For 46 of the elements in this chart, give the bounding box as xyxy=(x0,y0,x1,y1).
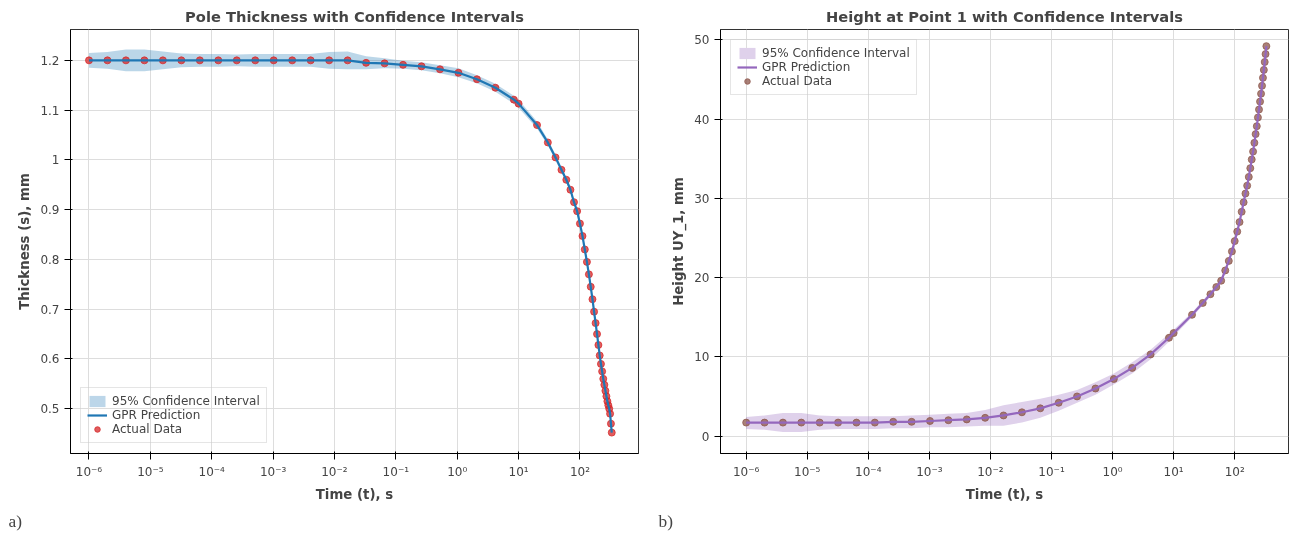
x-tick-label: 10⁻⁵ xyxy=(794,464,821,479)
y-tick-label: 0.6 xyxy=(40,352,60,367)
x-tick-label: 10⁻¹ xyxy=(1038,464,1065,479)
y-tick-label: 30 xyxy=(694,191,710,206)
x-tick-label: 10⁰ xyxy=(447,464,468,479)
y-tick-label: 0.9 xyxy=(40,203,60,218)
x-tick-label: 10⁻⁶ xyxy=(732,464,760,479)
text: b) xyxy=(658,511,674,531)
legend-label: GPR Prediction xyxy=(112,408,201,422)
chart-title: Pole Thickness with Confidence Intervals xyxy=(185,7,525,25)
x-tick-label: 10⁻⁵ xyxy=(137,464,164,479)
x-axis-title: Time (t), s xyxy=(315,486,394,502)
text: a) xyxy=(8,511,23,531)
x-tick-label: 10⁰ xyxy=(1102,464,1123,479)
y-tick-label: 1.2 xyxy=(40,53,60,68)
y-tick-label: 0.5 xyxy=(40,402,60,417)
chart-title: Height at Point 1 with Confidence Intervals xyxy=(825,7,1184,25)
legend-label: GPR Prediction xyxy=(762,60,851,74)
y-tick-label: 40 xyxy=(694,112,710,127)
y-tick-label: 0 xyxy=(701,429,710,444)
legend-label: 95% Confidence Interval xyxy=(112,394,260,408)
legend-label: 95% Confidence Interval xyxy=(762,46,910,60)
y-tick-label: 50 xyxy=(694,33,710,48)
x-tick-label: 10² xyxy=(1224,464,1245,479)
y-tick-label: 1 xyxy=(51,153,60,168)
y-tick-label: 20 xyxy=(694,271,710,286)
legend-label: Actual Data xyxy=(112,422,183,436)
x-tick-label: 10⁻² xyxy=(321,464,348,479)
y-tick-label: 10 xyxy=(694,350,710,365)
x-axis-title: Time (t), s xyxy=(965,486,1044,502)
y-tick-label: 1.1 xyxy=(40,103,60,118)
x-tick-label: 10⁻⁶ xyxy=(75,464,103,479)
x-tick-label: 10¹ xyxy=(1163,464,1184,479)
x-tick-label: 10⁻³ xyxy=(259,464,287,479)
y-tick-label: 0.8 xyxy=(40,252,60,267)
x-tick-label: 10⁻⁴ xyxy=(855,464,882,479)
x-tick-label: 10⁻¹ xyxy=(382,464,410,479)
x-tick-label: 10⁻³ xyxy=(916,464,943,479)
x-tick-label: 10⁻² xyxy=(977,464,1004,479)
y-axis-title: Thickness (s), mm xyxy=(17,173,33,310)
x-tick-label: 10² xyxy=(569,464,591,479)
x-tick-label: 10⁻⁴ xyxy=(198,464,226,479)
x-tick-label: 10¹ xyxy=(508,464,529,479)
y-axis-title: Height UY_1, mm xyxy=(671,177,688,306)
legend-label: Actual Data xyxy=(762,74,833,88)
y-tick-label: 0.7 xyxy=(40,302,60,317)
